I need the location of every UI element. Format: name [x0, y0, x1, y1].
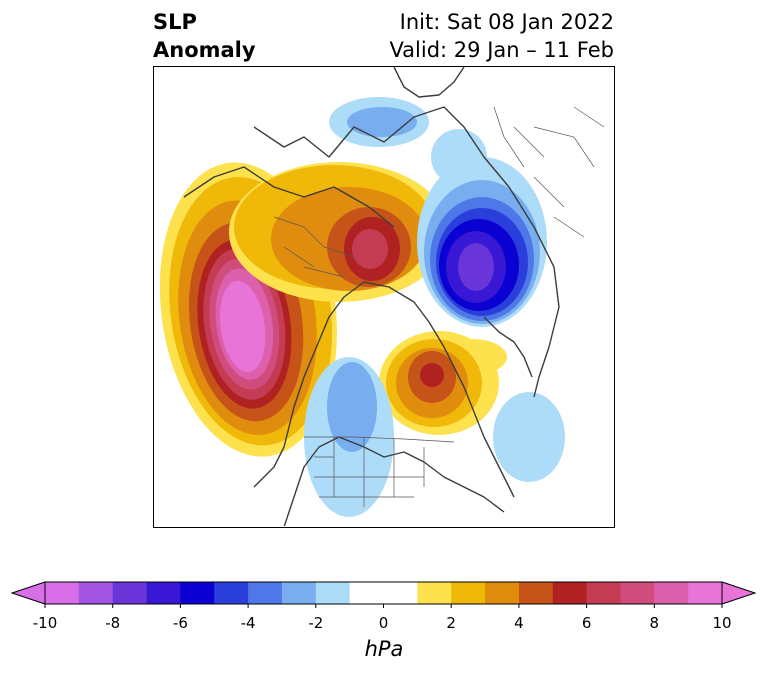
colorbar-tick-label: 10 — [712, 614, 732, 632]
colorbar-extend-min — [10, 581, 46, 605]
colorbar-unit: hPa — [364, 637, 404, 661]
colorbar-segment — [78, 582, 114, 604]
eurasia-low — [417, 129, 547, 327]
forecast-dates: Init: Sat 08 Jan 2022 Valid: 29 Jan – 11… — [389, 8, 614, 64]
anomaly-map — [154, 67, 613, 526]
colorbar-segment — [451, 582, 486, 604]
init-date: Init: Sat 08 Jan 2022 — [399, 10, 614, 34]
colorbar-segment — [552, 582, 588, 604]
colorbar-segment — [180, 582, 215, 604]
colorbar-segment — [586, 582, 621, 604]
colorbar-segment — [146, 582, 181, 604]
colorbar-segment — [112, 582, 148, 604]
colorbar-tick-label: -10 — [32, 614, 58, 632]
colorbar-tick-label: -4 — [240, 614, 256, 632]
colorbar-tick-label: -2 — [308, 614, 324, 632]
colorbar-segment — [214, 582, 249, 604]
colorbar-tick-label: 0 — [378, 614, 389, 632]
arctic-high — [229, 162, 449, 302]
map-panel — [153, 66, 615, 528]
colorbar-extend-max — [721, 581, 757, 605]
colorbar-segment — [315, 582, 351, 604]
colorbar-segment — [349, 582, 418, 604]
variable-name: SLP — [153, 10, 197, 34]
colorbar-segment — [688, 582, 723, 604]
valid-date: Valid: 29 Jan – 11 Feb — [389, 38, 614, 62]
colorbar-segment — [417, 582, 452, 604]
arctic-low — [329, 97, 429, 147]
coastlines — [183, 67, 560, 526]
colorbar-tick-label: 6 — [581, 614, 592, 632]
colorbar-tick-label: 2 — [446, 614, 456, 632]
plot-title: SLP Anomaly — [153, 8, 256, 64]
atlantic-low — [493, 392, 565, 482]
colorbar-tick-label: 4 — [514, 614, 524, 632]
colorbar-segment — [620, 582, 655, 604]
colorbar-tick-label: 8 — [649, 614, 660, 632]
colorbar-segment — [485, 582, 520, 604]
colorbar-tick-label: -6 — [172, 614, 188, 632]
greenland-high — [379, 331, 507, 435]
colorbar-segment — [518, 582, 554, 604]
colorbar-segment — [654, 582, 689, 604]
country-borders — [273, 106, 605, 507]
colorbar-segment — [45, 582, 80, 604]
colorbar-tick-label: -8 — [105, 614, 121, 632]
colorbar — [10, 581, 757, 608]
colorbar-segment — [248, 582, 283, 604]
colorbar-segment — [281, 582, 317, 604]
variable-type: Anomaly — [153, 38, 256, 62]
